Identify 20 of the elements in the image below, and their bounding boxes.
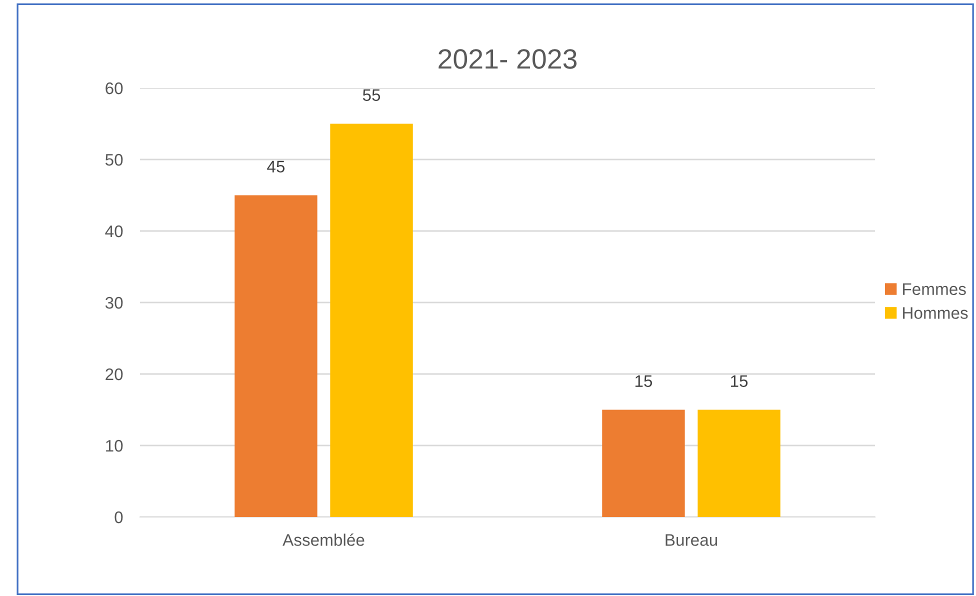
x-tick-label: Bureau <box>666 534 718 546</box>
legend-label: Femmes <box>903 283 966 296</box>
x-tick-label: Assemblée <box>282 533 364 546</box>
y-tick-label: 40 <box>105 225 123 238</box>
chart-title: 2021- 2023 <box>438 49 577 69</box>
y-tick-label: 20 <box>106 368 123 380</box>
data-label: 55 <box>362 89 380 102</box>
data-label: 15 <box>731 375 748 388</box>
bar <box>698 410 780 517</box>
data-label: 15 <box>635 375 652 388</box>
y-tick-label: 60 <box>106 82 123 94</box>
y-tick-label: 50 <box>105 154 123 166</box>
y-tick-label: 30 <box>105 296 123 309</box>
bar <box>330 124 413 517</box>
y-tick-label: 0 <box>114 511 123 524</box>
bar <box>602 410 685 517</box>
bar <box>234 195 318 517</box>
data-label: 45 <box>267 160 285 173</box>
legend-label: Hommes <box>903 307 968 319</box>
y-tick-label: 10 <box>106 440 123 452</box>
